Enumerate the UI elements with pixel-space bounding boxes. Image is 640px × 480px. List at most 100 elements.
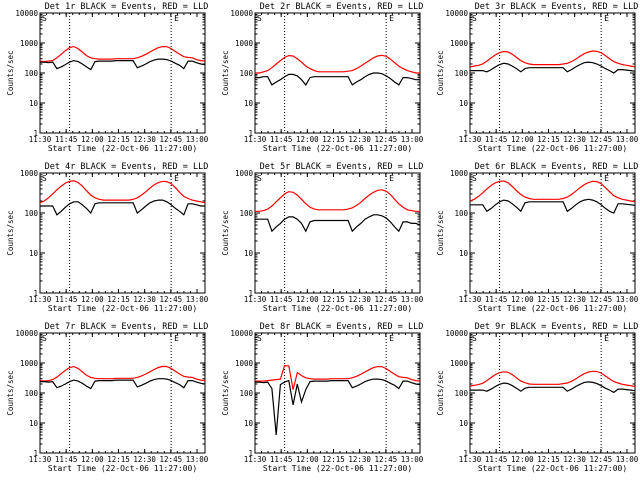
x-tick-label: 11:45 [55, 135, 78, 144]
x-tick-label: 13:00 [401, 135, 424, 144]
x-tick-label: 12:15 [537, 455, 560, 464]
x-tick-label: 12:45 [160, 295, 183, 304]
x-tick-label: 11:30 [244, 295, 267, 304]
end-marker-label: E [389, 174, 394, 183]
x-tick-label: 12:00 [296, 295, 319, 304]
plot-title: Det 4r BLACK = Events, RED = LLD [45, 162, 209, 172]
end-marker-label: E [174, 14, 179, 23]
events-series-line [255, 72, 420, 86]
y-tick-label: 1000 [450, 169, 469, 178]
x-tick-label: 11:30 [459, 455, 482, 464]
plot-frame [254, 12, 421, 134]
detector-plot-9: Det 9r BLACK = Events, RED = LLD S E 1 10 100… [436, 322, 639, 473]
start-marker-label: S [472, 14, 477, 23]
x-tick-label: 11:30 [29, 455, 52, 464]
lld-series-line [469, 50, 636, 68]
events-series-line [40, 378, 206, 390]
x-axis-label: Start Time (22-Oct-06 11:27:00) [263, 304, 412, 313]
x-tick-label: 12:15 [322, 455, 345, 464]
plot-title: Det 7r BLACK = Events, RED = LLD [45, 322, 209, 332]
x-tick-label: 12:00 [296, 455, 319, 464]
x-tick-label: 12:45 [590, 455, 613, 464]
x-tick-label: 11:45 [270, 455, 293, 464]
x-tick-label: 13:00 [616, 135, 639, 144]
y-tick-label: 100 [24, 389, 38, 398]
y-tick-label: 100 [24, 209, 38, 218]
plot-frame [469, 172, 636, 294]
start-marker-label: S [42, 174, 47, 183]
plot-frame [254, 172, 421, 294]
lld-series-line [255, 54, 420, 74]
y-tick-label: 10 [29, 99, 39, 108]
plot-frame [469, 332, 636, 454]
y-axis-label: Counts/sec [221, 370, 230, 415]
events-series-line [255, 378, 421, 435]
end-marker-label: E [389, 14, 394, 23]
detector-plot-3: Det 3r BLACK = Events, RED = LLD S E 1 10 100… [436, 2, 639, 153]
events-series-line [470, 381, 636, 394]
x-tick-label: 12:30 [133, 295, 156, 304]
x-axis-label: Start Time (22-Oct-06 11:27:00) [263, 464, 412, 473]
plot-title: Det 5r BLACK = Events, RED = LLD [260, 162, 424, 172]
y-tick-label: 1000 [20, 169, 39, 178]
x-axis-label: Start Time (22-Oct-06 11:27:00) [48, 144, 197, 153]
x-tick-label: 12:30 [133, 135, 156, 144]
y-tick-label: 100 [454, 209, 468, 218]
detector-plot-5: Det 5r BLACK = Events, RED = LLD S E 1 10 100… [221, 162, 424, 313]
y-tick-label: 100 [239, 389, 253, 398]
lld-series-line [255, 364, 421, 390]
y-tick-label: 10000 [230, 329, 253, 338]
y-tick-label: 1000 [450, 359, 469, 368]
y-tick-label: 10 [29, 419, 39, 428]
x-tick-label: 12:00 [511, 295, 534, 304]
y-axis-label: Counts/sec [6, 50, 15, 95]
x-tick-label: 11:45 [55, 455, 78, 464]
y-axis-label: Counts/sec [221, 50, 230, 95]
lld-series-line [39, 180, 206, 204]
x-axis-label: Start Time (22-Oct-06 11:27:00) [478, 304, 627, 313]
x-axis-label: Start Time (22-Oct-06 11:27:00) [478, 144, 627, 153]
start-marker-label: S [42, 334, 47, 343]
detector-plot-2: Det 2r BLACK = Events, RED = LLD S E 1 10 100… [221, 2, 424, 153]
y-tick-label: 10 [459, 99, 469, 108]
y-axis-label: Counts/sec [6, 370, 15, 415]
x-axis-label: Start Time (22-Oct-06 11:27:00) [48, 304, 197, 313]
start-marker-label: S [472, 334, 477, 343]
x-tick-label: 12:30 [348, 295, 371, 304]
x-tick-label: 13:00 [186, 455, 209, 464]
x-tick-label: 13:00 [616, 295, 639, 304]
x-tick-label: 12:30 [348, 135, 371, 144]
plot-frame [39, 172, 206, 294]
y-axis-label: Counts/sec [436, 210, 445, 255]
y-tick-label: 1000 [20, 359, 39, 368]
y-tick-label: 1000 [20, 39, 39, 48]
plot-title: Det 6r BLACK = Events, RED = LLD [475, 162, 639, 172]
x-tick-label: 12:00 [81, 135, 104, 144]
end-marker-label: E [389, 334, 394, 343]
x-tick-label: 12:30 [563, 295, 586, 304]
x-tick-label: 12:45 [375, 295, 398, 304]
x-tick-label: 12:15 [107, 135, 130, 144]
x-tick-label: 12:45 [590, 135, 613, 144]
y-tick-label: 1000 [450, 39, 469, 48]
x-tick-label: 13:00 [186, 135, 209, 144]
x-tick-label: 12:45 [375, 135, 398, 144]
y-tick-label: 1 [248, 449, 253, 458]
end-marker-label: E [604, 14, 609, 23]
x-tick-label: 12:15 [537, 135, 560, 144]
y-tick-label: 1 [463, 289, 468, 298]
y-tick-label: 1000 [235, 39, 254, 48]
lld-series-line [469, 180, 636, 203]
x-tick-label: 12:45 [590, 295, 613, 304]
y-tick-label: 10 [244, 419, 254, 428]
detector-plot-1: Det 1r BLACK = Events, RED = LLD S E 1 10 100… [6, 2, 209, 153]
y-tick-label: 10000 [15, 9, 38, 18]
lld-series-line [255, 189, 420, 212]
y-tick-label: 10000 [445, 9, 468, 18]
x-tick-label: 12:15 [107, 455, 130, 464]
x-tick-label: 11:30 [459, 135, 482, 144]
detector-plot-7: Det 7r BLACK = Events, RED = LLD S E 1 10 100… [6, 322, 209, 473]
x-tick-label: 11:30 [29, 135, 52, 144]
x-tick-label: 12:15 [537, 295, 560, 304]
plot-title: Det 3r BLACK = Events, RED = LLD [475, 2, 639, 12]
